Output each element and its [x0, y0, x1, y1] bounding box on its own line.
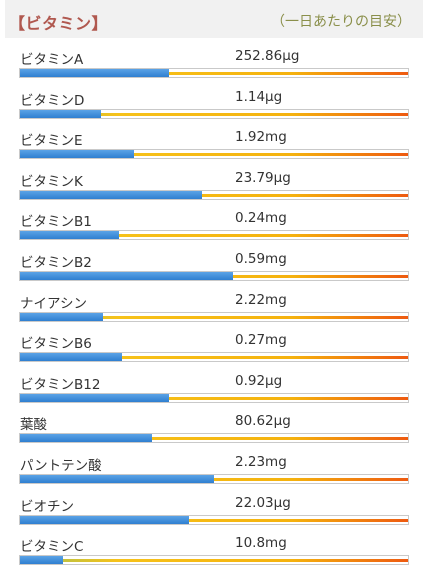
nutrient-amount: 80.62μg — [235, 413, 291, 430]
nutrient-level-bar — [19, 68, 409, 78]
nutrient-level-bar — [19, 230, 409, 241]
nutrient-name: 葉酸 — [20, 417, 47, 434]
nutrient-level-bar — [19, 352, 409, 363]
level-scale-track — [20, 437, 408, 441]
nutrient-level-bar — [19, 149, 409, 160]
level-bar-fill — [20, 69, 169, 77]
nutrient-level-bar — [19, 189, 409, 200]
section-title: 【ビタミン】 — [9, 14, 109, 33]
nutrient-row: ビタミンK 23.79μg — [0, 168, 428, 208]
nutrient-name: ビタミンB2 — [20, 255, 92, 271]
nutrient-level-bar — [19, 514, 409, 525]
level-bar-fill — [20, 231, 119, 240]
nutrient-amount: 0.59mg — [235, 251, 287, 267]
nutrient-row: ビタミンD 1.14μg — [0, 87, 428, 127]
level-bar-fill — [20, 475, 214, 483]
level-bar-fill — [20, 393, 169, 402]
level-bar-fill — [20, 312, 103, 321]
nutrient-level-bar — [19, 392, 409, 403]
level-scale-track — [20, 478, 408, 481]
nutrient-name: ビタミンD — [20, 92, 85, 109]
level-bar-fill — [20, 556, 63, 565]
nutrient-level-bar — [19, 108, 409, 119]
nutrient-amount: 23.79μg — [235, 169, 291, 186]
nutrient-level-bar — [19, 474, 409, 484]
nutrient-row: ビオチン 22.03μg — [0, 493, 428, 533]
nutrient-row: ビタミンB2 0.59mg — [0, 249, 428, 289]
level-bar-fill — [20, 109, 101, 118]
nutrient-row: ビタミンC 10.8mg — [0, 533, 428, 573]
nutrient-name: ビタミンB6 — [20, 336, 92, 353]
nutrient-name: ビタミンC — [20, 539, 84, 556]
nutrient-row: ビタミンB1 0.24mg — [0, 208, 428, 248]
level-bar-fill — [20, 353, 122, 362]
level-scale-track — [20, 112, 408, 116]
level-scale-track — [20, 153, 408, 157]
nutrient-amount: 1.92mg — [235, 129, 287, 146]
nutrient-name: ビタミンA — [20, 52, 84, 68]
nutrient-name: ビタミンB1 — [20, 214, 92, 231]
nutrient-row: ビタミンE 1.92mg — [0, 127, 428, 167]
nutrient-amount: 22.03μg — [235, 494, 291, 511]
nutrient-amount: 252.86μg — [235, 48, 300, 64]
level-scale-track — [20, 356, 408, 360]
nutrient-amount: 10.8mg — [235, 535, 287, 552]
nutrient-name: ビタミンB12 — [20, 376, 101, 393]
nutrient-name: パントテン酸 — [20, 458, 102, 474]
nutrient-name: ビタミンK — [20, 173, 83, 190]
nutrient-level-bar — [19, 555, 409, 566]
nutrient-row: ナイアシン 2.22mg — [0, 290, 428, 330]
nutrient-amount: 1.14μg — [235, 88, 283, 105]
nutrient-amount: 2.23mg — [235, 454, 287, 470]
level-bar-fill — [20, 515, 189, 524]
nutrient-amount: 0.24mg — [235, 210, 287, 227]
level-scale-track — [20, 234, 408, 238]
nutrient-level-bar — [19, 271, 409, 281]
nutrient-row: ビタミンB6 0.27mg — [0, 330, 428, 370]
nutrient-level-bar — [19, 311, 409, 322]
level-bar-fill — [20, 190, 202, 199]
nutrient-name: ビタミンE — [20, 133, 83, 150]
section-subtitle: （一日あたりの目安） — [271, 14, 411, 30]
nutrient-row: 葉酸 80.62μg — [0, 411, 428, 451]
level-bar-fill — [20, 434, 152, 443]
level-bar-fill — [20, 150, 134, 159]
level-scale-track — [20, 72, 408, 75]
nutrient-name: ナイアシン — [20, 295, 87, 312]
level-bar-fill — [20, 272, 233, 280]
nutrient-amount: 0.27mg — [235, 332, 287, 349]
nutrient-amount: 0.92μg — [235, 372, 283, 389]
level-scale-track — [20, 396, 408, 400]
nutrient-amount: 2.22mg — [235, 291, 287, 308]
nutrient-level-bar — [19, 433, 409, 444]
nutrient-row: パントテン酸 2.23mg — [0, 452, 428, 492]
level-scale-track — [20, 518, 408, 522]
level-scale-track — [20, 315, 408, 319]
nutrient-row: ビタミンB12 0.92μg — [0, 371, 428, 411]
level-scale-track — [20, 193, 408, 197]
level-scale-track — [20, 559, 408, 563]
nutrient-name: ビオチン — [20, 498, 74, 515]
nutrient-row: ビタミンA 252.86μg — [0, 46, 428, 86]
section-header: 【ビタミン】 （一日あたりの目安） — [5, 0, 423, 38]
